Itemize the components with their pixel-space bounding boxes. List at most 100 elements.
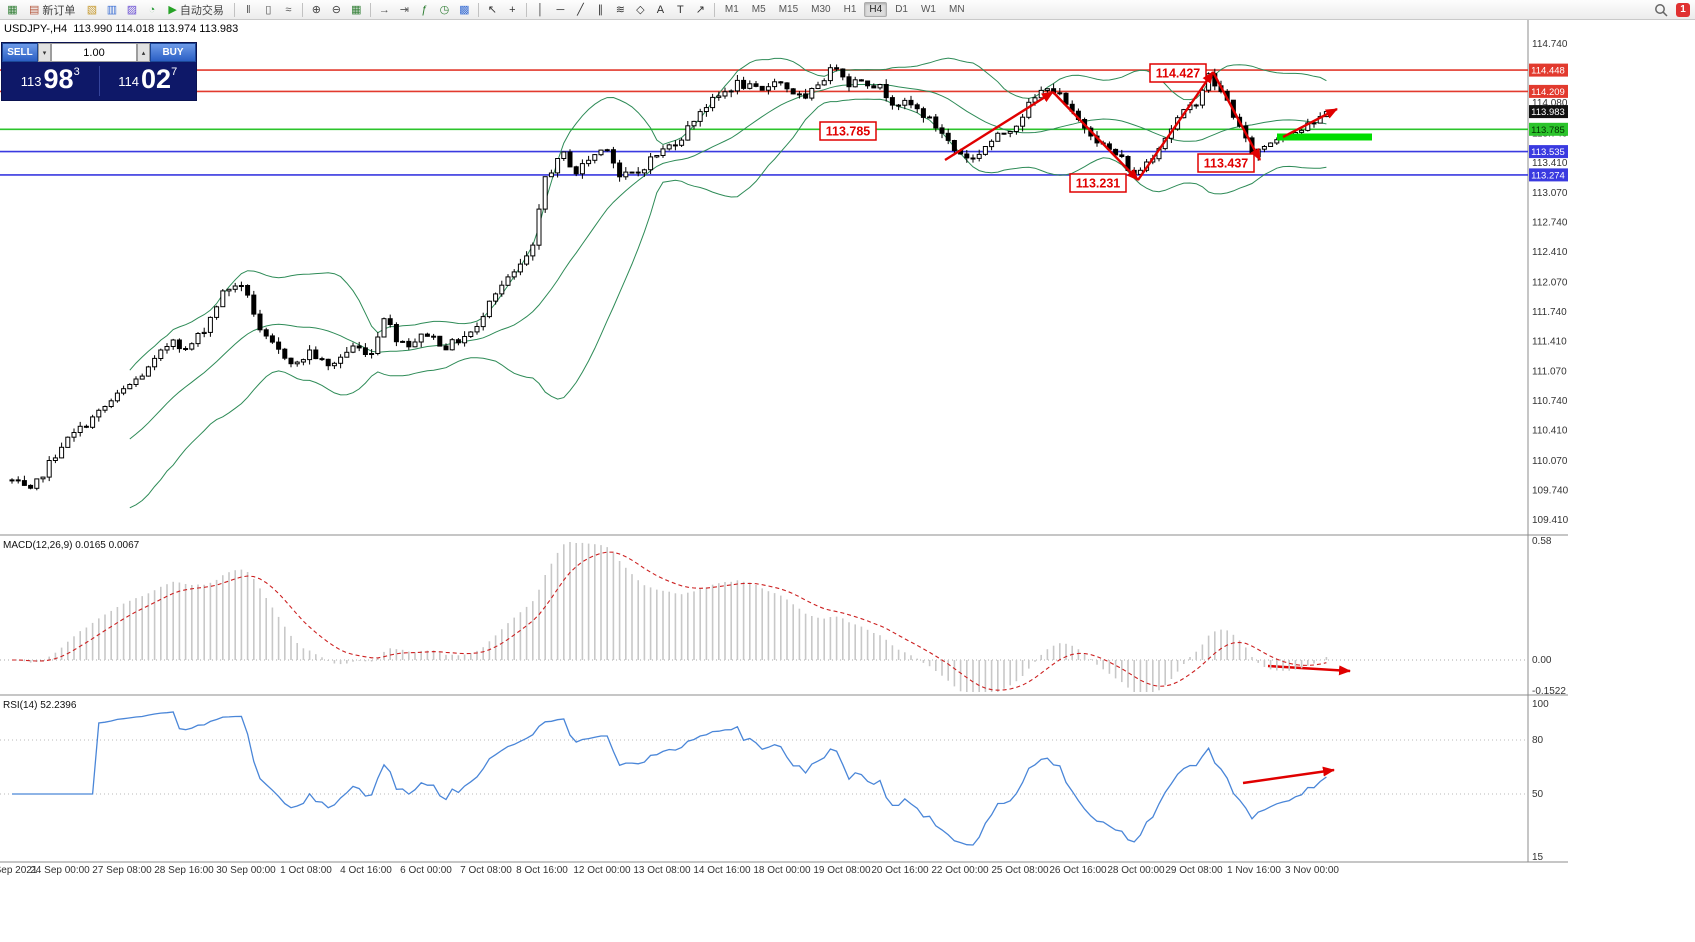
auto-trading-button[interactable]: ▶ 自动交易: [162, 1, 229, 18]
horizontal-level-lines[interactable]: [0, 69, 1528, 176]
timeframe-w1[interactable]: W1: [920, 4, 936, 15]
buy-price-prefix: 114: [118, 74, 140, 89]
svg-text:20 Oct 16:00: 20 Oct 16:00: [871, 865, 929, 876]
timeframe-h4[interactable]: H4: [864, 2, 888, 17]
cursor-icon[interactable]: ↖: [483, 1, 502, 18]
timeframe-h1[interactable]: H1: [843, 4, 857, 15]
templates-icon-glyph: ▩: [459, 4, 470, 16]
new-order-glyph: ▤: [29, 4, 40, 16]
green-highlight-bar[interactable]: [1277, 133, 1372, 141]
zoom-out-icon[interactable]: ⊖: [327, 1, 346, 18]
trendline-icon[interactable]: ╱: [571, 1, 590, 18]
timeframe-m30[interactable]: M30: [811, 4, 831, 15]
zoom-in-icon-glyph: ⊕: [311, 4, 321, 16]
new-order-button[interactable]: ▤ 新订单: [23, 1, 81, 18]
chart-shift-icon-glyph: ⇥: [399, 4, 409, 16]
shapes-icon[interactable]: ◇: [631, 1, 650, 18]
svg-text:80: 80: [1532, 735, 1544, 746]
svg-text:MACD(12,26,9) 0.0165 0.0067: MACD(12,26,9) 0.0165 0.0067: [3, 540, 140, 551]
timeframe-m15[interactable]: M15: [778, 4, 799, 15]
hline-icon[interactable]: ─: [551, 1, 570, 18]
fibonacci-icon[interactable]: ≋: [611, 1, 630, 18]
text-icon-glyph: A: [656, 3, 665, 16]
sell-price[interactable]: 113 98 3: [2, 66, 99, 96]
svg-text:18 Oct 00:00: 18 Oct 00:00: [753, 865, 811, 876]
navigator-icon[interactable]: ▨: [122, 1, 141, 18]
auto-scroll-icon[interactable]: →: [375, 1, 394, 18]
svg-text:113.785: 113.785: [826, 125, 871, 139]
vline-icon[interactable]: │: [531, 1, 550, 18]
indicators-icon[interactable]: ƒ: [415, 1, 434, 18]
svg-text:Sep 2021: Sep 2021: [0, 865, 38, 876]
svg-text:3 Nov 00:00: 3 Nov 00:00: [1285, 865, 1339, 876]
svg-text:110.740: 110.740: [1532, 396, 1568, 407]
svg-text:-0.1522: -0.1522: [1532, 686, 1566, 697]
indicators-icon-glyph: ƒ: [421, 3, 428, 16]
timeframe-m1[interactable]: M1: [724, 4, 739, 15]
svg-text:25 Oct 08:00: 25 Oct 08:00: [991, 865, 1049, 876]
svg-text:0.58: 0.58: [1532, 536, 1552, 547]
timeframe-mn[interactable]: MN: [948, 4, 965, 15]
svg-text:14 Oct 16:00: 14 Oct 16:00: [693, 865, 751, 876]
market-watch-icon[interactable]: ▧: [82, 1, 101, 18]
label-icon[interactable]: T: [671, 1, 690, 18]
crosshair-icon[interactable]: +: [503, 1, 522, 18]
toolbar-separator: [713, 2, 715, 17]
auto-trading-glyph: ▶: [168, 4, 177, 16]
svg-text:113.274: 113.274: [1531, 170, 1565, 181]
svg-text:100: 100: [1532, 699, 1549, 710]
volume-increase-button[interactable]: ▴: [137, 43, 150, 62]
toolbar-right: 1: [1654, 2, 1692, 17]
timeframe-d1[interactable]: D1: [895, 4, 908, 15]
sell-price-big: 98: [43, 64, 74, 94]
candlestick-mode-icon[interactable]: ▯: [259, 1, 278, 18]
tile-windows-icon[interactable]: ▦: [347, 1, 366, 18]
notification-badge[interactable]: 1: [1676, 2, 1690, 17]
zoom-in-icon[interactable]: ⊕: [307, 1, 326, 18]
search-icon[interactable]: [1654, 3, 1668, 17]
channel-icon-glyph: ∥: [597, 4, 604, 16]
auto-scroll-icon-glyph: →: [378, 3, 390, 16]
channel-icon[interactable]: ∥: [591, 1, 610, 18]
chart-shift-icon[interactable]: ⇥: [395, 1, 414, 18]
svg-text:8 Oct 16:00: 8 Oct 16:00: [516, 865, 568, 876]
svg-text:13 Oct 08:00: 13 Oct 08:00: [633, 865, 691, 876]
bar-chart-mode-icon[interactable]: ‖: [239, 1, 258, 18]
text-icon[interactable]: A: [651, 1, 670, 18]
svg-text:28 Sep 16:00: 28 Sep 16:00: [154, 865, 214, 876]
svg-text:30 Sep 00:00: 30 Sep 00:00: [216, 865, 276, 876]
volume-decrease-button[interactable]: ▾: [38, 43, 51, 62]
one-click-trading-panel: SELL ▾ 1.00 ▴ BUY 113 98 3 114 02 7: [1, 42, 197, 101]
price-annotation-labels[interactable]: 113.785 114.427 113.437 113.231: [819, 63, 1255, 193]
sell-button[interactable]: SELL: [2, 43, 38, 62]
fibonacci-icon-glyph: ≋: [615, 4, 625, 16]
new-chart-icon[interactable]: ▦: [3, 1, 22, 18]
svg-text:113.983: 113.983: [1531, 107, 1565, 118]
svg-text:24 Sep 00:00: 24 Sep 00:00: [30, 865, 90, 876]
svg-text:110.410: 110.410: [1532, 426, 1568, 437]
strategy-tester-icon[interactable]: ◔: [142, 1, 161, 18]
data-window-icon[interactable]: ▥: [102, 1, 121, 18]
tile-windows-icon-glyph: ▦: [351, 4, 362, 16]
trend-arrows[interactable]: [944, 71, 1351, 785]
periods-icon[interactable]: ◷: [435, 1, 454, 18]
auto-trading-button-label: 自动交易: [179, 4, 224, 17]
buy-button[interactable]: BUY: [150, 43, 196, 62]
svg-text:113.535: 113.535: [1531, 147, 1565, 158]
svg-text:22 Oct 00:00: 22 Oct 00:00: [931, 865, 989, 876]
svg-text:114.740: 114.740: [1532, 39, 1568, 50]
price-divider: [98, 66, 100, 96]
svg-text:114.209: 114.209: [1531, 87, 1565, 98]
trendline-icon-glyph: ╱: [577, 4, 584, 16]
line-chart-mode-icon[interactable]: ≈: [279, 1, 298, 18]
templates-icon[interactable]: ▩: [455, 1, 474, 18]
svg-text:111.070: 111.070: [1532, 367, 1567, 378]
chart-canvas[interactable]: 114.740114.410114.080113.740113.410113.0…: [0, 20, 1695, 942]
svg-text:50: 50: [1532, 789, 1544, 800]
buy-price[interactable]: 114 02 7: [100, 66, 197, 96]
volume-input[interactable]: 1.00: [51, 43, 137, 62]
arrows-tool-icon[interactable]: ↗: [691, 1, 710, 18]
timeframe-m5[interactable]: M5: [751, 4, 766, 15]
price-axis[interactable]: 114.740114.410114.080113.740113.410113.0…: [1529, 39, 1569, 526]
